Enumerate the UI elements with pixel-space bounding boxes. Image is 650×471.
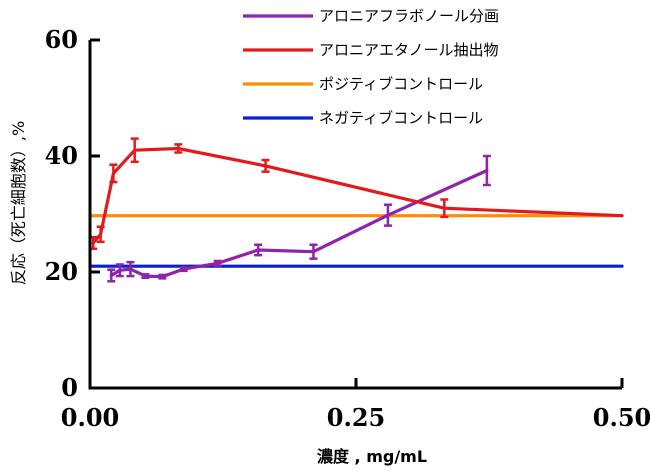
y-tick-label-40: 40 [45,141,78,170]
series-1-errorbar-7 [213,259,222,267]
series-1-errorbar-9 [309,243,318,260]
series-1-errorbar-11 [482,154,491,187]
y-tick-label-0: 0 [61,373,78,402]
x-tick-label-0-00: 0.00 [61,403,119,432]
series-layer [88,137,624,283]
series-1-errorbar-2 [115,263,124,278]
y-axis-title: 反応（死亡細胞数）,% [9,121,28,285]
series-2-errorbar-4 [130,137,139,164]
x-tick-label-0-25: 0.25 [327,403,385,432]
series-1-errorbar-1 [107,268,116,283]
series-2-errorbar-7 [440,198,449,219]
legend-label-2: アロニアエタノール抽出物 [319,41,499,59]
series-2-errorbar-5 [174,143,183,154]
legend: アロニアフラボノール分画アロニアエタノール抽出物ポジティブコントロールネガティブ… [243,7,499,127]
series-2-line [91,146,624,245]
series-1-errorbar-4 [141,273,150,280]
series-2-errorbar-6 [261,158,270,173]
x-tick-label-0-50: 0.50 [593,403,650,432]
y-tick-label-60: 60 [45,25,78,54]
series-1-errorbar-10 [383,203,392,227]
legend-label-3: ポジティブコントロール [319,75,483,93]
series-1-errorbar-5 [158,273,167,280]
series-1-errorbar-8 [254,243,263,257]
series-2-errorbar-3 [109,163,118,184]
series-2-errorbar-2 [96,225,105,244]
y-tick-label-20: 20 [45,257,78,286]
series-1-errorbar-3 [126,260,135,278]
series-1-errorbar-6 [179,266,188,273]
tick-layer: 0 20 40 60 0.00 0.25 0.50 [45,25,650,432]
x-axis-title: 濃度 , mg/mL [317,447,427,466]
legend-label-4: ネガティブコントロール [319,109,483,127]
series-1-line [109,168,489,279]
series-2 [89,137,624,251]
legend-label-1: アロニアフラボノール分画 [319,7,499,25]
series-1 [107,154,491,283]
